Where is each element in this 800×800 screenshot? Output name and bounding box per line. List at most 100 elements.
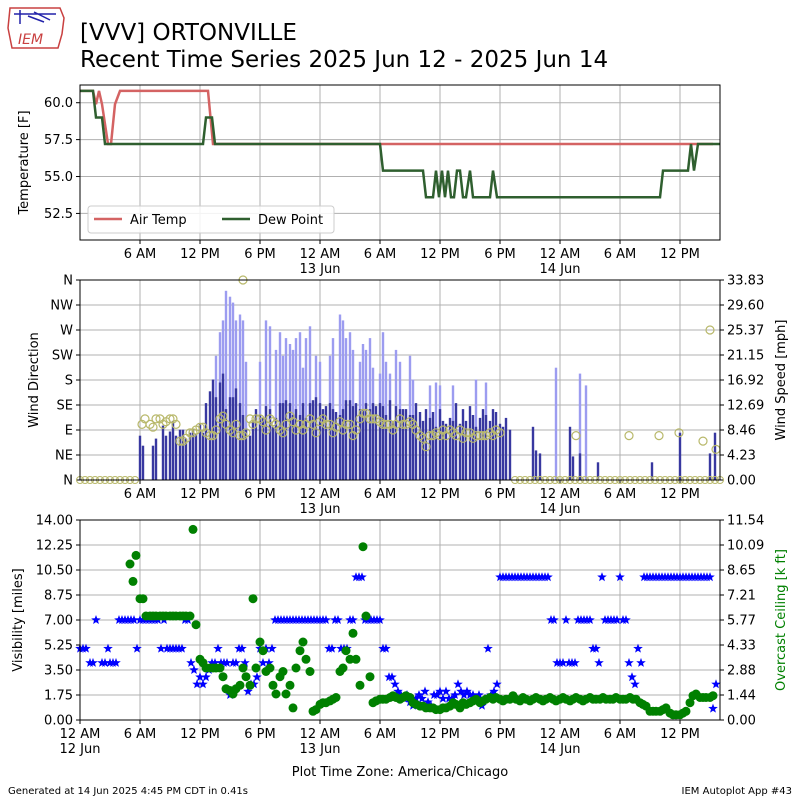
wind-speed-bar	[469, 406, 471, 480]
visibility-point	[630, 679, 640, 688]
x-tick-label: 6 AM	[124, 487, 157, 502]
ceiling-tick-label: 11.54	[727, 514, 764, 529]
generated-note: Generated at 14 Jun 2025 4:45 PM CDT in …	[8, 786, 248, 797]
wind-speed-bar	[495, 412, 497, 480]
wind-speed-bar	[169, 432, 171, 481]
wind-speed-bar	[382, 406, 384, 480]
visibility-tick-label: 14.00	[36, 514, 73, 529]
ceiling-point	[282, 690, 291, 699]
ceiling-point	[216, 664, 225, 673]
wind-speed-bar	[332, 409, 334, 480]
ceiling-point	[296, 646, 305, 655]
wind-speed-bar	[455, 403, 457, 480]
wind-speed-bar	[442, 421, 444, 480]
ceiling-point	[286, 681, 295, 690]
x-tick-label: 12 AM	[540, 727, 581, 742]
wind-speed-bar	[415, 403, 417, 480]
wind-speed-bar	[505, 418, 507, 480]
ceiling-point	[302, 655, 311, 664]
ceiling-point	[339, 664, 348, 673]
chart-title: [VVV] ORTONVILLE	[80, 20, 297, 46]
ceiling-point	[682, 707, 691, 716]
x-tick-label: 6 AM	[364, 487, 397, 502]
ceiling-point	[289, 703, 298, 712]
x-tick-label: 14 Jun	[540, 742, 581, 757]
y-tick-label: 60.0	[44, 96, 73, 111]
x-tick-label: 6 AM	[604, 727, 637, 742]
wind-direction-tick-label: SE	[57, 399, 73, 414]
ceiling-point	[342, 646, 351, 655]
wind-speed-bar	[252, 421, 254, 480]
visibility-tick-label: 10.50	[36, 564, 73, 579]
ceiling-point	[279, 667, 288, 676]
wind-speed-bar	[205, 403, 207, 480]
x-tick-label: 12 PM	[420, 727, 460, 742]
wind-speed-bar	[439, 409, 441, 480]
wind-speed-bar	[432, 412, 434, 480]
ceiling-point	[349, 629, 358, 638]
wind-speed-bar	[569, 427, 571, 480]
air-temp-line	[80, 91, 713, 144]
wind-speed-tick-label: 12.69	[727, 399, 764, 414]
x-tick-label: 12 AM	[540, 247, 581, 262]
ceiling-tick-label: 1.44	[727, 689, 756, 704]
ceiling-point	[366, 672, 375, 681]
x-tick-label: 12 PM	[660, 727, 700, 742]
x-tick-label: 6 PM	[484, 487, 515, 502]
wind-speed-bar	[349, 400, 351, 480]
visibility-point	[201, 672, 211, 681]
wind-speed-axis-label: Wind Speed [mph]	[774, 320, 789, 441]
x-tick-label: 6 AM	[604, 247, 637, 262]
wind-speed-bar	[345, 400, 347, 480]
x-tick-label: 12 PM	[180, 247, 220, 262]
wind-speed-bar	[379, 403, 381, 480]
x-tick-label: 6 PM	[244, 487, 275, 502]
wind-speed-bar	[282, 403, 284, 480]
ceiling-point	[192, 620, 201, 629]
wind-speed-bar	[399, 409, 401, 480]
wind-speed-bar	[239, 403, 241, 480]
wind-speed-bar	[449, 418, 451, 480]
visibility-tick-label: 7.00	[44, 614, 73, 629]
wind-speed-bar	[289, 403, 291, 480]
x-tick-label: 12 AM	[300, 247, 341, 262]
wind-panel: 6 AM 12 PM 6 PM 12 AM13 Jun6 AM 12 PM 6 PM 12 …	[27, 274, 789, 518]
wind-speed-tick-label: 29.60	[727, 299, 764, 314]
wind-speed-bar	[482, 409, 484, 480]
wind-direction-point	[625, 432, 633, 440]
ceiling-point	[132, 551, 141, 560]
wind-speed-tick-label: 21.15	[727, 349, 764, 364]
wind-speed-bar	[292, 415, 294, 480]
x-tick-label: 13 Jun	[300, 742, 341, 757]
visibility-axis-label: Visibility [miles]	[11, 568, 26, 671]
wind-speed-bar	[492, 409, 494, 480]
chart-canvas: IEM [VVV] ORTONVILLE Recent Time Series …	[0, 0, 800, 800]
wind-speed-bar	[319, 403, 321, 480]
app-credit: IEM Autoplot App #43	[682, 786, 792, 797]
wind-speed-tick-label: 8.46	[727, 424, 756, 439]
ceiling-tick-label: 8.65	[727, 564, 756, 579]
wind-direction-point	[655, 432, 663, 440]
ceiling-point	[332, 693, 341, 702]
visibility-tick-label: 1.75	[44, 689, 73, 704]
x-tick-label: 13 Jun	[300, 262, 341, 277]
ceiling-tick-label: 5.77	[727, 614, 756, 629]
visibility-tick-label: 0.00	[44, 714, 73, 729]
wind-speed-bar	[359, 409, 361, 480]
wind-direction-point	[699, 437, 707, 445]
chart-figure: IEM [VVV] ORTONVILLE Recent Time Series …	[0, 0, 800, 800]
ceiling-tick-label: 7.21	[727, 589, 756, 604]
visibility-tick-label: 3.50	[44, 664, 73, 679]
visibility-panel: 12 AM12 Jun6 AM 12 PM 6 PM 12 AM13 Jun6 AM 1…	[11, 514, 789, 758]
wind-speed-bar	[229, 397, 231, 480]
visibility-point	[186, 658, 196, 667]
wind-speed-bar	[249, 436, 251, 480]
wind-speed-bar	[425, 409, 427, 480]
wind-speed-bar	[489, 421, 491, 480]
wind-speed-bar	[139, 436, 141, 480]
ceiling-point	[219, 672, 228, 681]
wind-speed-bar	[459, 424, 461, 480]
x-tick-label: 12 PM	[420, 487, 460, 502]
wind-speed-bar	[232, 397, 234, 480]
wind-gust-bar	[555, 368, 557, 480]
